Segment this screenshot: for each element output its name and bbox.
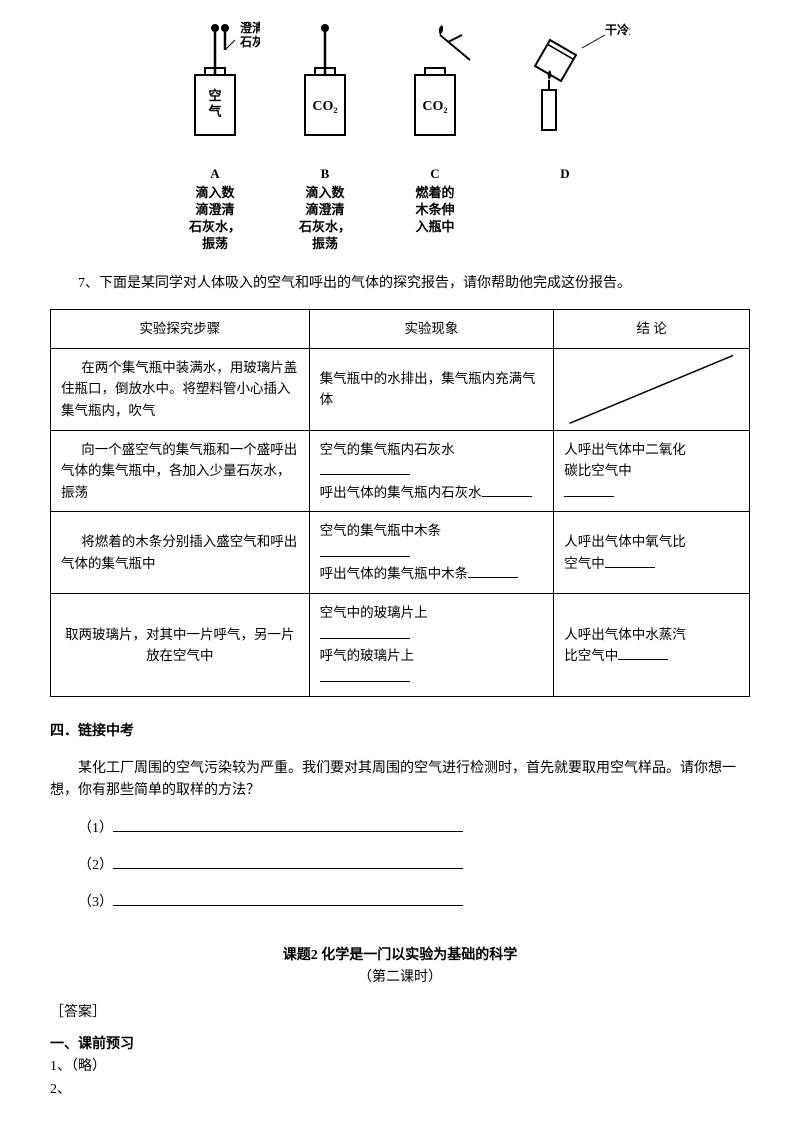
r4c2-l2: 呼气的玻璃片上	[320, 648, 415, 663]
diagram-b: CO₂ B 滴入数滴澄清石灰水，振荡	[280, 20, 370, 253]
blank[interactable]	[113, 854, 463, 869]
blank[interactable]	[320, 624, 410, 639]
r2c2: 空气的集气瓶内石灰水 呼出气体的集气瓶内石灰水	[309, 430, 554, 512]
blank[interactable]	[605, 553, 655, 568]
r2c3-l2: 碳比空气中	[564, 463, 632, 478]
answer-line-2: （2）	[78, 854, 750, 877]
r4c2: 空气中的玻璃片上 呼气的玻璃片上	[309, 594, 554, 697]
svg-text:空: 空	[208, 88, 221, 103]
blank[interactable]	[320, 667, 410, 682]
answer-line-3: （3）	[78, 891, 750, 914]
beaker-d-svg: 干冷烧杯	[500, 20, 630, 150]
letter-a: A	[170, 164, 260, 185]
blank[interactable]	[618, 646, 668, 661]
th-conclusion: 结 论	[554, 310, 750, 349]
lesson-title: 课题2 化学是一门以实验为基础的科学	[50, 945, 750, 967]
bottle-a-svg: 澄清的 石灰水 空 气	[170, 20, 260, 150]
experiment-table: 实验探究步骤 实验现象 结 论 在两个集气瓶中装满水，用玻璃片盖住瓶口，倒放水中…	[50, 309, 750, 697]
r3c2-l2: 呼出气体的集气瓶中木条	[320, 566, 469, 581]
blank[interactable]	[564, 482, 614, 497]
label-clear: 澄清的	[240, 20, 260, 35]
blank[interactable]	[468, 564, 518, 579]
r1c3-slash	[554, 348, 750, 430]
r3c2-l1: 空气的集气瓶中木条	[320, 523, 442, 538]
diagram-a: 澄清的 石灰水 空 气 A 滴入数滴澄清石灰水，振荡	[170, 20, 260, 253]
th-phenomena: 实验现象	[309, 310, 554, 349]
bottle-c-svg: CO₂	[390, 20, 480, 150]
table-row: 取两玻璃片，对其中一片呼气，另一片放在空气中 空气中的玻璃片上 呼气的玻璃片上 …	[51, 594, 750, 697]
table-row: 将燃着的木条分别插入盛空气和呼出气体的集气瓶中 空气的集气瓶中木条 呼出气体的集…	[51, 512, 750, 594]
bottle-b-svg: CO₂	[280, 20, 370, 150]
letter-b: B	[280, 164, 370, 185]
r1c1: 在两个集气瓶中装满水，用玻璃片盖住瓶口，倒放水中。将塑料管小心插入集气瓶内，吹气	[51, 348, 310, 430]
table-row: 在两个集气瓶中装满水，用玻璃片盖住瓶口，倒放水中。将塑料管小心插入集气瓶内，吹气…	[51, 348, 750, 430]
answers-block: ［答案］ 一、课前预习 1、（略） 2、	[50, 1002, 750, 1102]
r2c3: 人呼出气体中二氧化 碳比空气中	[554, 430, 750, 512]
r2c3-l1: 人呼出气体中二氧化	[564, 442, 686, 457]
blank[interactable]	[320, 461, 410, 476]
r2c2-l1: 空气的集气瓶内石灰水	[320, 442, 455, 457]
r3c3-l2: 空气中	[564, 556, 605, 571]
table-header-row: 实验探究步骤 实验现象 结 论	[51, 310, 750, 349]
item3-label: （3）	[78, 895, 113, 910]
blank[interactable]	[482, 482, 532, 497]
svg-text:气: 气	[208, 104, 221, 119]
r3c1: 将燃着的木条分别插入盛空气和呼出气体的集气瓶中	[51, 512, 310, 594]
q7-intro: 7、下面是某同学对人体吸入的空气和呼出的气体的探究报告，请你帮助他完成这份报告。	[50, 273, 750, 295]
r3c3: 人呼出气体中氧气比 空气中	[554, 512, 750, 594]
answers-section: 一、课前预习	[50, 1034, 750, 1056]
section4-para: 某化工厂周围的空气污染较为严重。我们要对其周围的空气进行检测时，首先就要取用空气…	[50, 758, 750, 803]
blank[interactable]	[320, 542, 410, 557]
answers-l1: 1、（略）	[50, 1056, 750, 1078]
r2c1: 向一个盛空气的集气瓶和一个盛呼出气体的集气瓶中，各加入少量石灰水，振荡	[51, 430, 310, 512]
item1-label: （1）	[78, 821, 113, 836]
diagram-area: 澄清的 石灰水 空 气 A 滴入数滴澄清石灰水，振荡 C	[50, 20, 750, 253]
r3c2: 空气的集气瓶中木条 呼出气体的集气瓶中木条	[309, 512, 554, 594]
r4c1: 取两玻璃片，对其中一片呼气，另一片放在空气中	[51, 594, 310, 697]
lesson-subtitle: （第二课时）	[50, 967, 750, 989]
r4c2-l1: 空气中的玻璃片上	[320, 605, 428, 620]
answers-l2: 2、	[50, 1079, 750, 1101]
svg-text:CO₂: CO₂	[422, 99, 447, 114]
label-lime: 石灰水	[239, 34, 260, 49]
r4c3-l1: 人呼出气体中水蒸汽	[564, 627, 686, 642]
r3c3-l1: 人呼出气体中氧气比	[564, 534, 686, 549]
table-row: 向一个盛空气的集气瓶和一个盛呼出气体的集气瓶中，各加入少量石灰水，振荡 空气的集…	[51, 430, 750, 512]
answers-tag: ［答案］	[50, 1002, 750, 1024]
th-steps: 实验探究步骤	[51, 310, 310, 349]
letter-c: C	[390, 164, 480, 185]
r4c3-l2: 比空气中	[564, 648, 618, 663]
slash-icon	[554, 349, 749, 430]
diagram-d: 干冷烧杯 D	[500, 20, 630, 253]
r2c2-l2: 呼出气体的集气瓶内石灰水	[320, 485, 482, 500]
caption-c: 燃着的木条伸入瓶中	[390, 185, 480, 236]
diagram-c: CO₂ C 燃着的木条伸入瓶中	[390, 20, 480, 253]
letter-d: D	[500, 164, 630, 185]
caption-b: 滴入数滴澄清石灰水，振荡	[280, 185, 370, 253]
answer-line-1: （1）	[78, 817, 750, 840]
section4-title: 四．链接中考	[50, 721, 750, 743]
r1c2: 集气瓶中的水排出，集气瓶内充满气体	[309, 348, 554, 430]
item2-label: （2）	[78, 858, 113, 873]
svg-text:干冷烧杯: 干冷烧杯	[605, 22, 630, 37]
svg-text:CO₂: CO₂	[312, 99, 337, 114]
blank[interactable]	[113, 891, 463, 906]
blank[interactable]	[113, 817, 463, 832]
r4c3: 人呼出气体中水蒸汽 比空气中	[554, 594, 750, 697]
caption-a: 滴入数滴澄清石灰水，振荡	[170, 185, 260, 253]
